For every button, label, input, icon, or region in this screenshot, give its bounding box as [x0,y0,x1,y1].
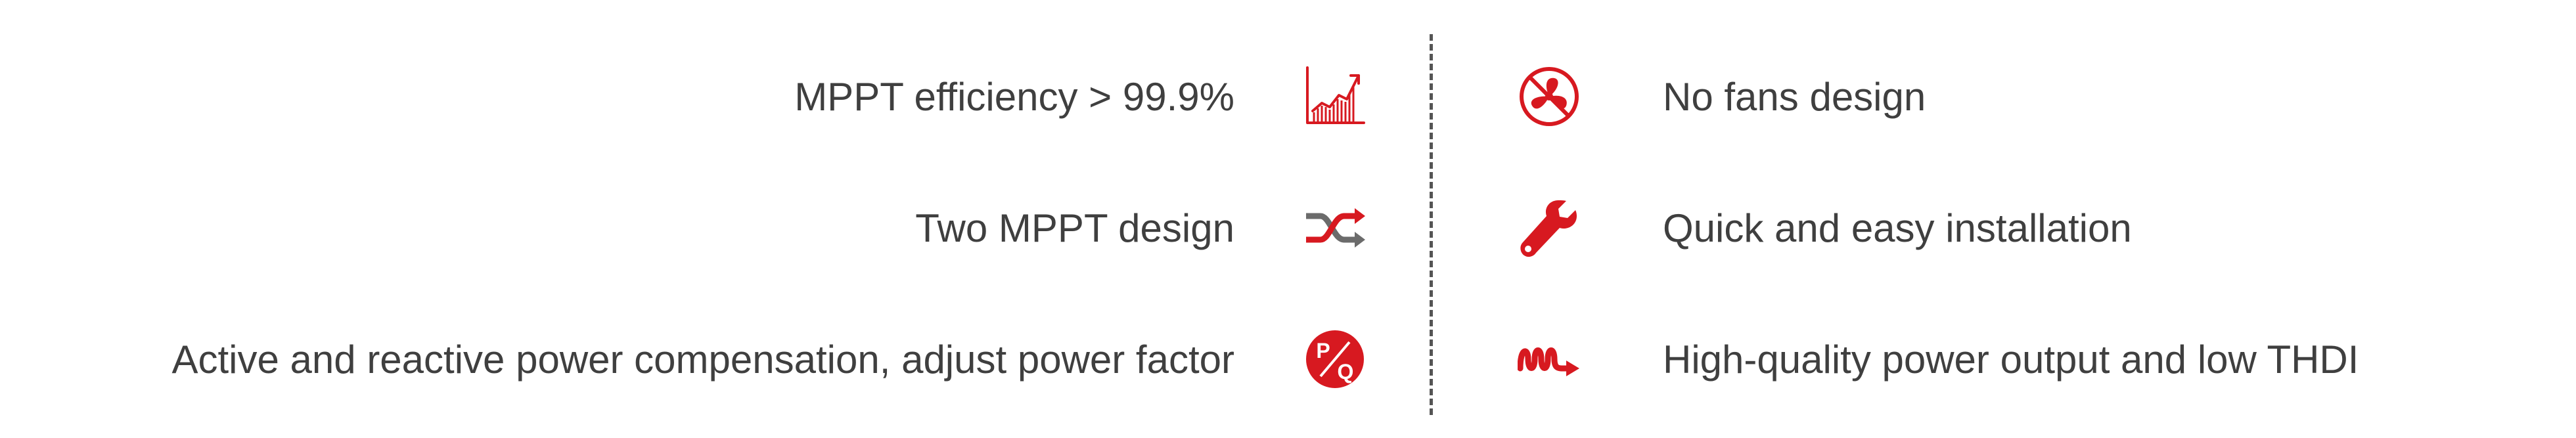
feature-mppt-efficiency: MPPT efficiency > 99.9% [0,47,1367,146]
feature-label: No fans design [1663,74,1926,119]
pq-icon-q: Q [1338,360,1354,383]
feature-quick-installation: Quick and easy installation [1518,179,2503,277]
wrench-icon [1518,196,1581,259]
waveform-arrow-icon [1518,328,1581,391]
feature-power-compensation: Active and reactive power compensation, … [0,310,1367,408]
pq-icon-p: P [1316,339,1330,362]
feature-label: Active and reactive power compensation, … [171,337,1234,382]
feature-label: High-quality power output and low THDI [1663,337,2359,382]
column-divider [1430,34,1433,415]
feature-label: MPPT efficiency > 99.9% [794,74,1234,119]
feature-label: Two MPPT design [915,206,1234,250]
chart-growth-icon [1303,65,1367,128]
no-fan-icon [1518,65,1581,128]
pq-icon: P Q [1303,328,1367,391]
feature-no-fans: No fans design [1518,47,2503,146]
feature-power-output: High-quality power output and low THDI [1518,310,2503,408]
feature-two-mppt: Two MPPT design [0,179,1367,277]
feature-label: Quick and easy installation [1663,206,2132,250]
shuffle-arrows-icon [1303,196,1367,259]
